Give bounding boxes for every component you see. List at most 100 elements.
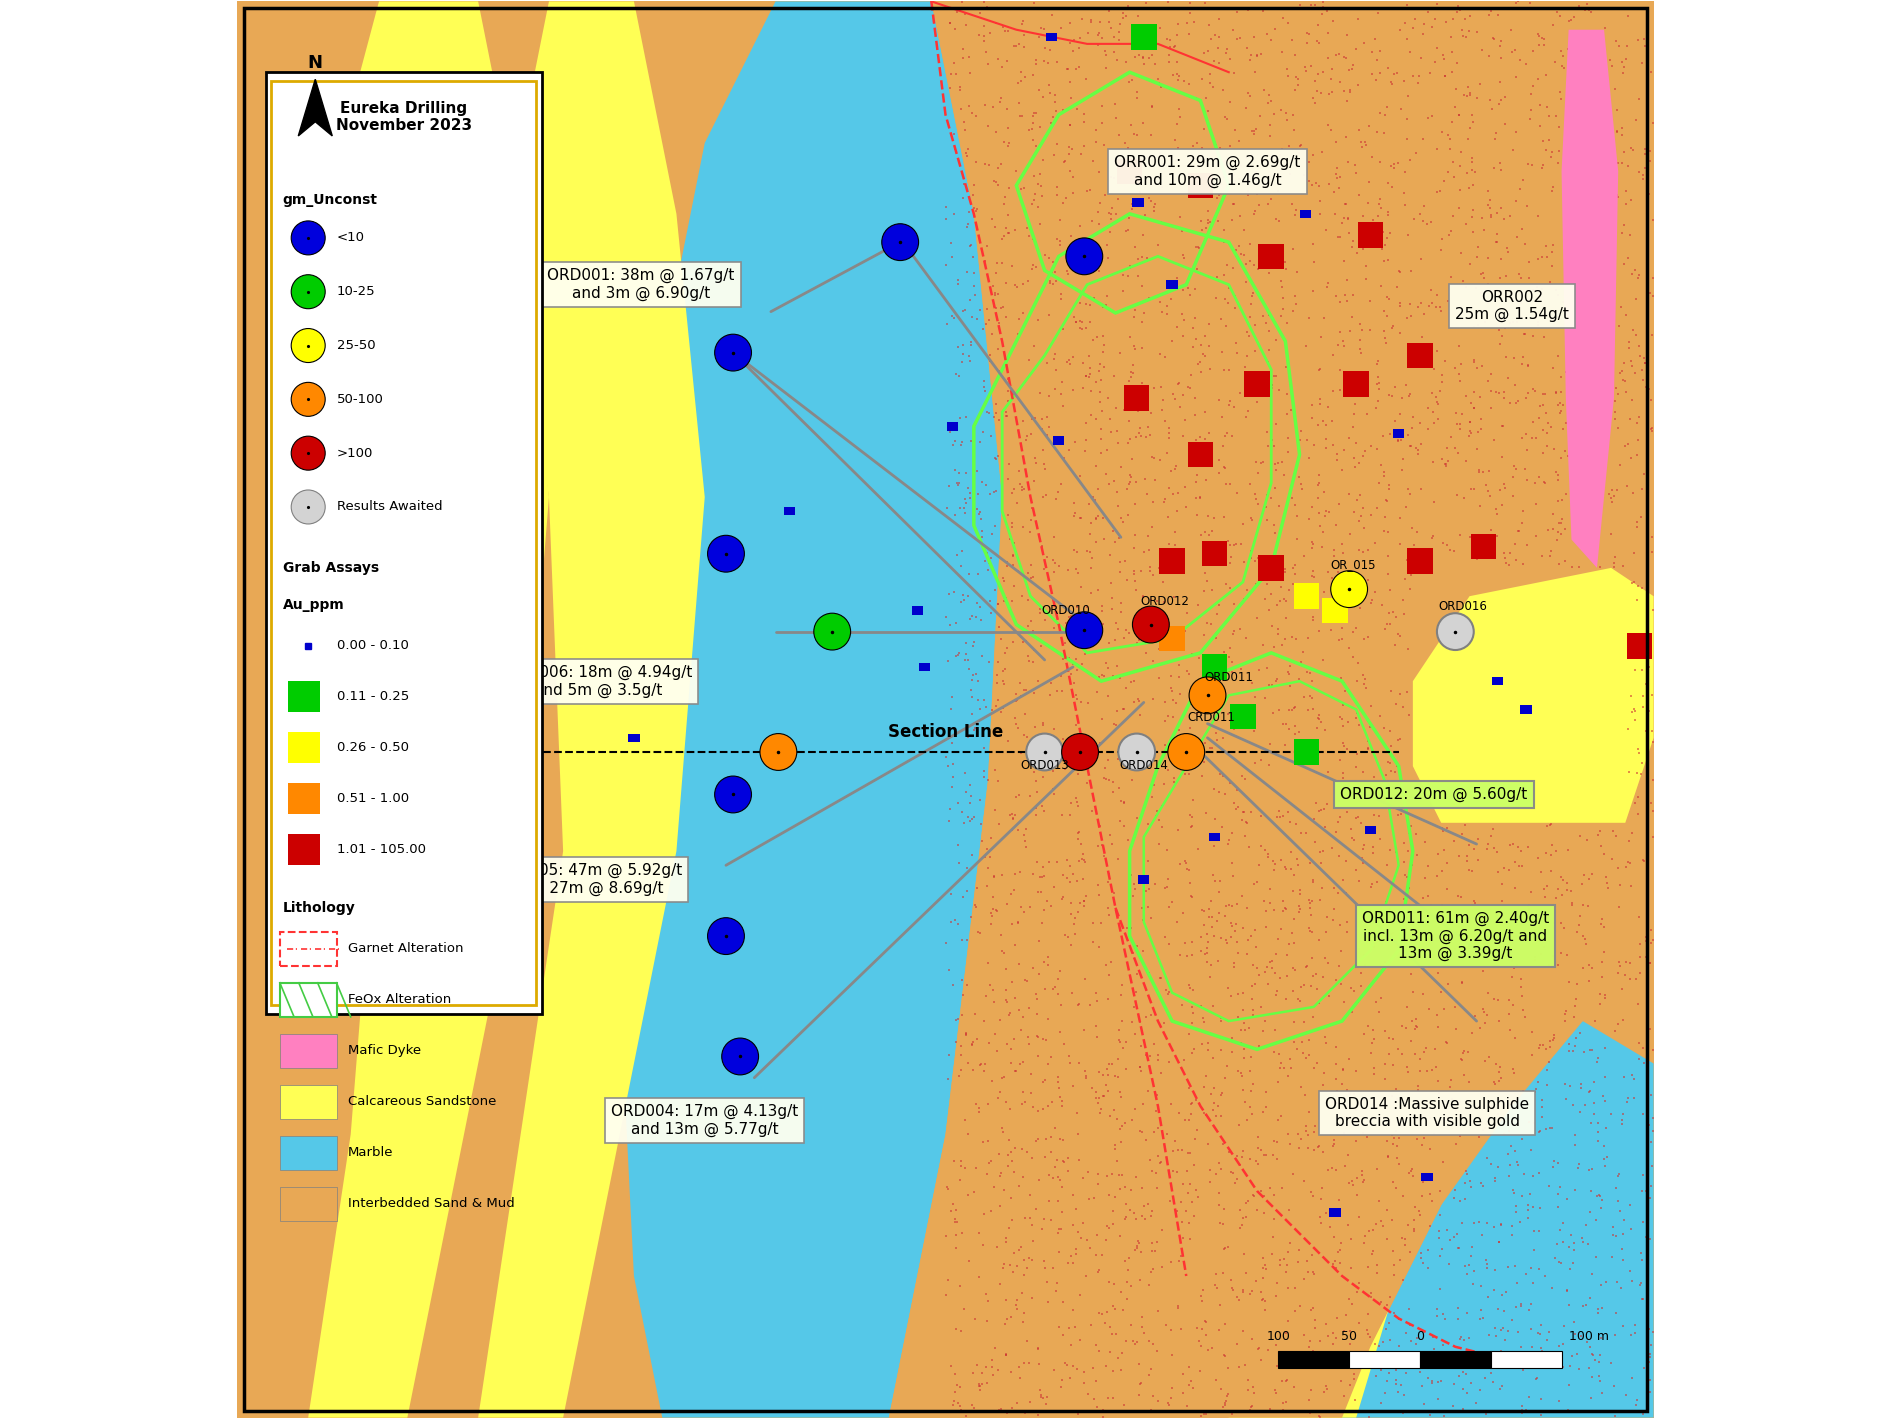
- Point: [1004, 325, 1034, 348]
- Point: [1231, 897, 1261, 920]
- Point: [1084, 1087, 1114, 1110]
- Point: [1280, 79, 1310, 102]
- Point: [1254, 152, 1284, 175]
- Point: [1297, 946, 1327, 969]
- Point: [1501, 226, 1532, 248]
- Point: [1070, 365, 1101, 387]
- Point: [1498, 41, 1528, 64]
- Point: [1006, 860, 1036, 883]
- Point: [1186, 995, 1216, 1017]
- Point: [1048, 1200, 1078, 1223]
- Point: [1034, 82, 1065, 105]
- Point: [1057, 727, 1087, 749]
- Point: [1579, 62, 1609, 85]
- Point: [1186, 1405, 1216, 1419]
- Point: [1547, 54, 1577, 77]
- Point: [1188, 647, 1218, 670]
- Point: [974, 1152, 1004, 1175]
- Point: [1358, 216, 1388, 238]
- Point: [1138, 773, 1169, 796]
- Point: [1309, 840, 1339, 863]
- Point: [1430, 929, 1460, 952]
- Point: [1000, 712, 1031, 735]
- Point: [957, 430, 987, 453]
- Point: [1114, 257, 1144, 280]
- Point: [1246, 43, 1276, 65]
- Point: [1354, 1219, 1384, 1242]
- Point: [1392, 495, 1422, 518]
- Point: [1382, 1147, 1413, 1169]
- Point: [1551, 326, 1581, 349]
- Point: [1638, 1107, 1668, 1130]
- Point: [1505, 177, 1535, 200]
- Point: [961, 1093, 991, 1115]
- Point: [1250, 375, 1280, 397]
- Point: [1605, 362, 1636, 385]
- Point: [1000, 1294, 1031, 1317]
- Point: [1456, 159, 1486, 182]
- Point: [1012, 1026, 1042, 1049]
- Point: [1010, 823, 1040, 846]
- Text: Lithology: Lithology: [284, 901, 356, 915]
- Point: [1473, 1046, 1503, 1069]
- Point: [1447, 972, 1477, 995]
- Point: [1273, 108, 1303, 131]
- Point: [1212, 421, 1242, 444]
- Point: [1320, 1250, 1350, 1273]
- Point: [1309, 61, 1339, 84]
- Point: [1140, 1239, 1171, 1261]
- Point: [1201, 1263, 1231, 1286]
- Point: [1394, 424, 1424, 447]
- Point: [1256, 89, 1286, 112]
- Point: [951, 631, 981, 654]
- Point: [1099, 41, 1129, 64]
- Point: [1169, 309, 1199, 332]
- Point: [1456, 1244, 1486, 1267]
- Point: [1008, 1165, 1038, 1188]
- Point: [1087, 112, 1118, 135]
- Point: [993, 404, 1023, 427]
- Point: [1384, 1335, 1414, 1358]
- Point: [1380, 1359, 1411, 1382]
- Point: [1371, 854, 1401, 877]
- Point: [1335, 221, 1365, 244]
- Point: [1159, 1130, 1189, 1152]
- Point: [1048, 1368, 1078, 1391]
- Point: [1034, 385, 1065, 407]
- Point: [1188, 898, 1218, 921]
- Point: [1464, 494, 1494, 517]
- Point: [964, 1095, 995, 1118]
- Point: [1479, 1071, 1509, 1094]
- Point: [1072, 691, 1102, 714]
- Point: [1082, 507, 1112, 529]
- Point: [1297, 233, 1327, 255]
- Point: [1380, 761, 1411, 783]
- Point: [1280, 494, 1310, 517]
- Point: [1626, 505, 1657, 528]
- Point: [1331, 911, 1362, 934]
- Point: [1118, 390, 1148, 413]
- Point: [1070, 1066, 1101, 1088]
- Point: [1431, 817, 1462, 840]
- Point: [1452, 850, 1483, 873]
- Point: [1097, 780, 1127, 803]
- Point: [1095, 964, 1125, 986]
- Point: [1592, 363, 1622, 386]
- Point: [1418, 1122, 1449, 1145]
- Point: [1248, 634, 1278, 657]
- Point: [978, 1348, 1008, 1371]
- Point: [1428, 820, 1458, 843]
- Point: [1297, 87, 1327, 109]
- Point: [955, 62, 985, 85]
- Point: [1051, 1354, 1082, 1376]
- Point: [1303, 414, 1333, 437]
- Point: [1208, 166, 1239, 189]
- Point: [1112, 619, 1142, 641]
- Point: [1337, 622, 1367, 644]
- Point: [1000, 934, 1031, 956]
- Point: [1106, 1164, 1136, 1186]
- Point: [1556, 148, 1587, 170]
- Point: [1034, 1164, 1065, 1186]
- Text: 1.01 - 105.00: 1.01 - 105.00: [337, 843, 425, 856]
- Point: [1490, 85, 1520, 108]
